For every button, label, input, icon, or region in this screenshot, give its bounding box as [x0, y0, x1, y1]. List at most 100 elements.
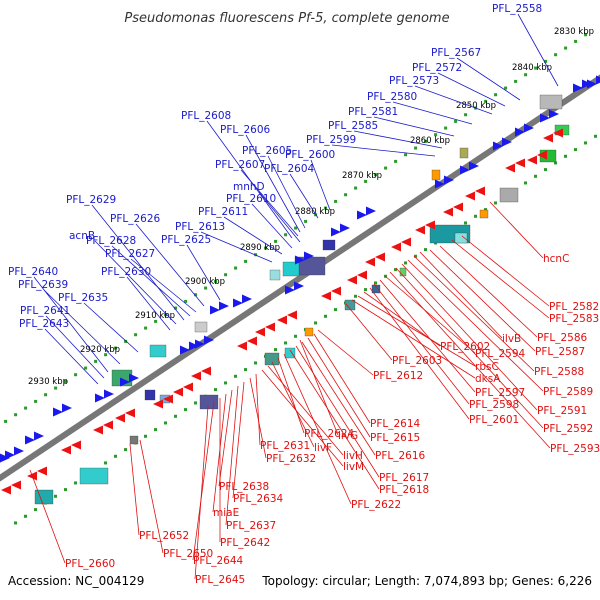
- reverse-gene-label: PFL_2637: [226, 520, 276, 532]
- reverse-gene-label: ilvB: [502, 333, 521, 345]
- guide-dot: [534, 174, 538, 178]
- guide-dot: [344, 193, 348, 197]
- reverse-gene-label: PFL_2601: [469, 414, 519, 426]
- reverse-leader-line: [317, 329, 374, 376]
- guide-dot: [284, 233, 288, 237]
- reverse-leader-line: [419, 251, 503, 339]
- reverse-gene-label: PFL_2634: [233, 493, 284, 505]
- guide-dot: [594, 134, 598, 138]
- guide-dot: [364, 288, 368, 292]
- forward-gene-label: PFL_2599: [306, 134, 356, 146]
- reverse-gene-arrow: [201, 366, 211, 376]
- guide-dot: [114, 346, 118, 350]
- reverse-leader-line: [429, 249, 536, 352]
- feature-box: [199, 394, 219, 410]
- forward-leader-line: [111, 245, 191, 317]
- reverse-leader-line: [261, 369, 344, 467]
- forward-gene-arrow: [104, 389, 114, 399]
- reverse-leader-line: [267, 365, 344, 456]
- reverse-gene-label: PFL_2650: [163, 548, 213, 560]
- kbp-tick-label: 2860 kbp: [410, 136, 450, 146]
- forward-gene-arrow: [53, 407, 63, 417]
- reverse-gene-label: PFL_2624: [304, 428, 355, 440]
- guide-dot: [384, 166, 388, 170]
- accession-text: Accession: NC_004129: [8, 574, 144, 588]
- forward-leader-line: [200, 231, 273, 263]
- forward-gene-arrow: [34, 431, 44, 441]
- guide-dot: [544, 59, 548, 63]
- forward-gene-arrow: [524, 123, 534, 133]
- kbp-tick-label: 2890 kbp: [240, 243, 280, 253]
- reverse-gene-label: PFL_2660: [65, 558, 115, 570]
- kbp-ticks: 2830 kbp 2840 kbp 2850 kbp 2860 kbp 2870 kbp…: [28, 27, 594, 387]
- forward-leader-line: [43, 289, 121, 365]
- forward-gene-arrow: [502, 137, 512, 147]
- guide-dot: [234, 374, 238, 378]
- guide-dot: [294, 226, 298, 230]
- reverse-gene-label: PFL_2615: [370, 432, 420, 444]
- guide-dot: [444, 126, 448, 130]
- reverse-leader-line: [389, 271, 551, 449]
- forward-gene-label: PFL_2628: [86, 235, 136, 247]
- reverse-leader-line: [307, 337, 371, 438]
- guide-dot: [354, 294, 358, 298]
- guide-dot: [54, 386, 58, 390]
- guide-dot: [274, 348, 278, 352]
- guide-dot: [24, 514, 28, 518]
- guide-dot: [284, 341, 288, 345]
- forward-leader-line: [223, 216, 283, 255]
- feature-box: [499, 187, 519, 203]
- reverse-gene-arrow: [365, 257, 375, 267]
- guide-dot: [114, 454, 118, 458]
- reverse-gene-label: PFL_2644: [193, 555, 244, 567]
- guide-dot: [294, 334, 298, 338]
- feature-box: [129, 435, 139, 445]
- feature-box: [194, 321, 208, 333]
- forward-gene-arrow: [233, 298, 243, 308]
- guide-dot: [94, 359, 98, 363]
- reverse-leader-line: [218, 389, 233, 487]
- reverse-leader-line: [139, 439, 164, 554]
- reverse-leader-line: [255, 373, 261, 446]
- kbp-tick-label: 2920 kbp: [80, 345, 120, 355]
- forward-gene-arrow: [95, 393, 105, 403]
- label-leader-lines: [29, 13, 559, 580]
- reverse-gene-arrow: [255, 327, 265, 337]
- reverse-leader-line: [413, 255, 535, 372]
- guide-dot: [324, 206, 328, 210]
- kbp-tick-label: 2910 kbp: [135, 311, 175, 321]
- reverse-gene-arrow: [163, 394, 173, 404]
- guide-dot: [574, 39, 578, 43]
- forward-gene-arrow: [587, 79, 597, 89]
- forward-gene-arrow: [180, 345, 190, 355]
- forward-gene-label: PFL_2581: [348, 106, 398, 118]
- kbp-tick-label: 2840 kbp: [512, 63, 552, 73]
- reverse-leader-line: [29, 469, 66, 564]
- forward-leader-line: [126, 276, 171, 331]
- forward-leader-line: [258, 191, 301, 243]
- guide-dot: [494, 93, 498, 97]
- guide-dot: [514, 79, 518, 83]
- reverse-gene-arrow: [505, 163, 515, 173]
- guide-dot: [184, 408, 188, 412]
- reverse-leader-line: [363, 291, 441, 347]
- reverse-gene-arrow: [465, 191, 475, 201]
- feature-box: [399, 267, 407, 277]
- guide-dot: [144, 434, 148, 438]
- track-guide-dots: [4, 33, 598, 525]
- guide-dot: [394, 268, 398, 272]
- reverse-gene-label: PFL_2586: [537, 332, 588, 344]
- reverse-leader-line: [299, 339, 339, 436]
- guide-dot: [104, 353, 108, 357]
- guide-dot: [394, 159, 398, 163]
- guide-dot: [564, 46, 568, 50]
- reverse-gene-arrow: [115, 413, 125, 423]
- reverse-leader-line: [232, 381, 245, 499]
- reverse-gene-label: rbsC: [475, 361, 499, 373]
- reverse-gene-arrow: [401, 237, 411, 247]
- reverse-gene-arrow: [153, 399, 163, 409]
- feature-box: [539, 94, 563, 110]
- guide-dot: [584, 141, 588, 145]
- reverse-gene-label: PFL_2631: [260, 440, 310, 452]
- forward-gene-label: acnB: [69, 230, 95, 242]
